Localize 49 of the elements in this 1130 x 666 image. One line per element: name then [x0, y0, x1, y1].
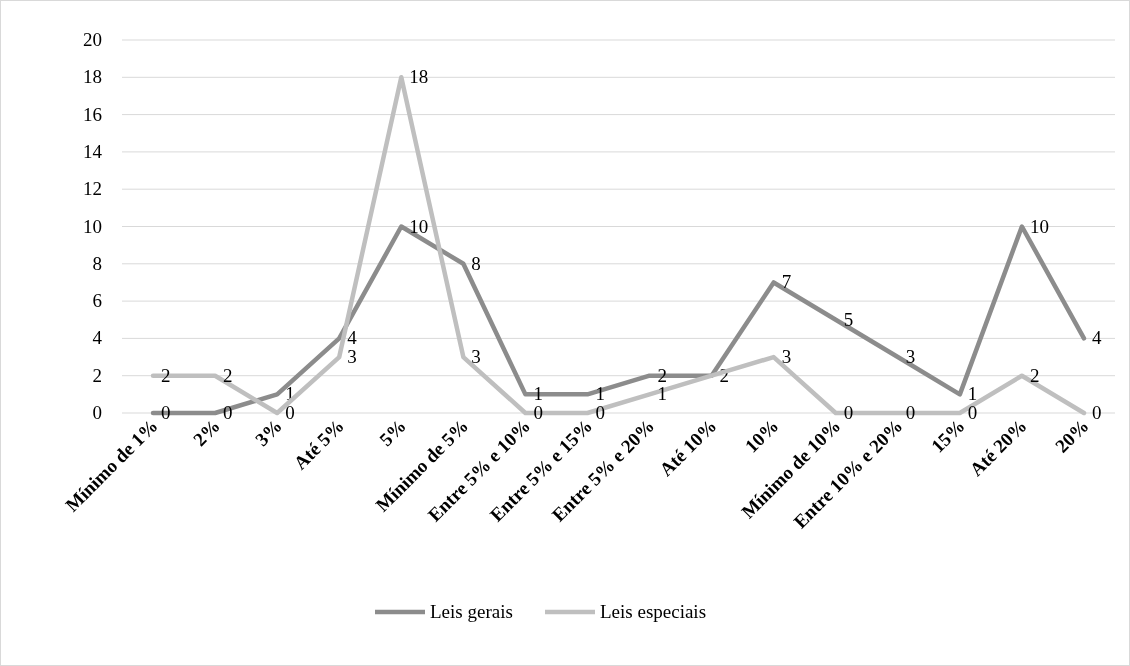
data-label: 1 — [657, 383, 668, 405]
y-tick-label: 10 — [83, 215, 102, 237]
data-label: 0 — [285, 402, 295, 423]
data-label: 2 — [1029, 364, 1040, 386]
y-tick-label: 8 — [92, 252, 102, 274]
data-label: 0 — [595, 402, 605, 423]
y-tick-label: 20 — [83, 29, 102, 50]
x-tick-label: 15% — [926, 414, 969, 457]
data-label: 3 — [781, 346, 792, 368]
y-tick-label: 4 — [92, 327, 103, 349]
legend-label: Leis especiais — [600, 601, 707, 622]
data-label: 3 — [471, 346, 481, 368]
data-label: 0 — [1091, 402, 1102, 423]
data-label: 1 — [533, 383, 543, 405]
data-label: 0 — [905, 402, 916, 423]
data-label: 2 — [657, 364, 668, 386]
y-tick-label: 0 — [92, 402, 102, 423]
data-label: 10 — [409, 215, 429, 237]
y-tick-label: 14 — [83, 140, 103, 162]
data-label: 4 — [1091, 327, 1102, 349]
y-tick-label: 6 — [92, 290, 102, 312]
data-label: 0 — [533, 402, 543, 423]
x-tick-label: 20% — [1051, 414, 1093, 457]
data-label: 3 — [905, 346, 916, 368]
data-label: 0 — [223, 402, 233, 423]
data-label: 0 — [967, 402, 978, 423]
data-label: 2 — [223, 364, 233, 386]
data-label: 3 — [347, 346, 357, 368]
data-label: 7 — [781, 271, 792, 293]
x-tick-label: 5% — [375, 414, 411, 450]
y-tick-label: 16 — [83, 103, 102, 125]
data-label: 10 — [1029, 215, 1049, 237]
data-label: 5 — [843, 308, 854, 330]
data-label: 2 — [161, 364, 171, 386]
data-label: 8 — [471, 252, 481, 274]
y-tick-label: 2 — [92, 364, 102, 386]
legend-label: Leis gerais — [430, 601, 513, 622]
x-tick-label: 3% — [250, 414, 286, 450]
x-tick-label: 10% — [740, 414, 783, 457]
data-label: 0 — [161, 402, 171, 423]
data-label: 18 — [409, 66, 429, 88]
x-tick-label: Até 10% — [655, 414, 721, 481]
y-tick-label: 12 — [83, 178, 102, 200]
x-tick-label: 2% — [188, 414, 224, 450]
data-label: 4 — [347, 327, 358, 349]
data-label: 0 — [843, 402, 854, 423]
data-label: 1 — [967, 383, 978, 405]
y-tick-label: 18 — [83, 66, 102, 88]
data-label: 1 — [595, 383, 605, 405]
